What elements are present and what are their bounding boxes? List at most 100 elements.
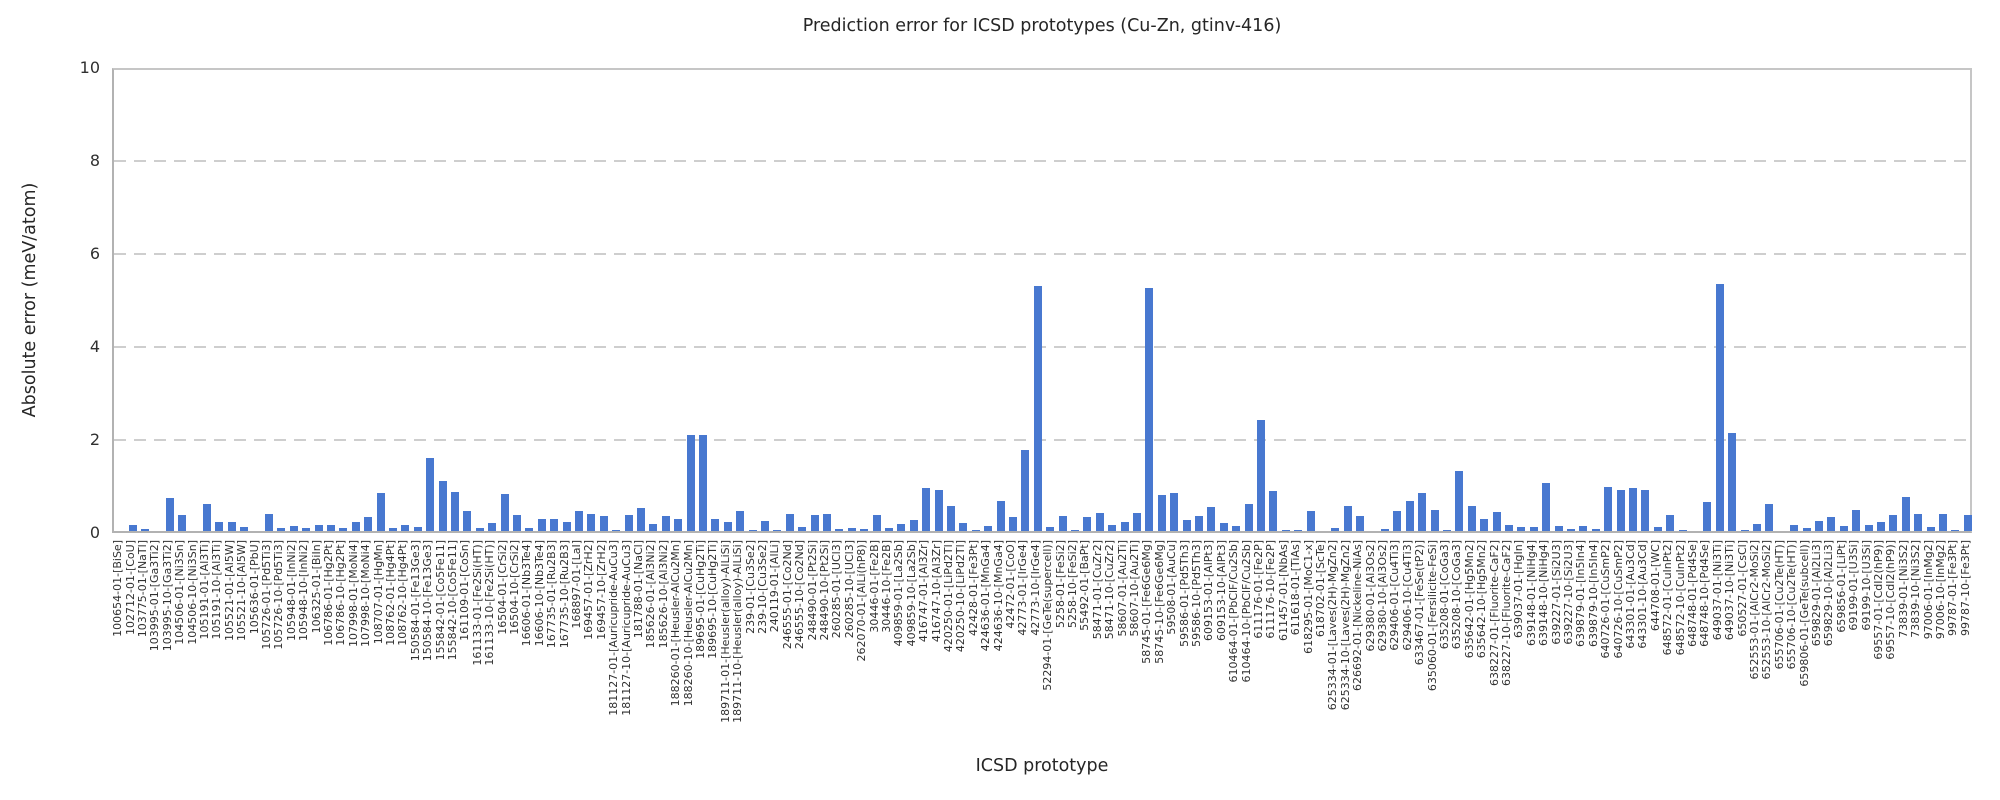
x-tick-label: 42773-01-[IrGe4] bbox=[1016, 540, 1030, 636]
x-tick-label: 105726-10-[Pd5Ti3] bbox=[272, 540, 286, 650]
x-tick-label: 635642-01-[Hg5Mn2] bbox=[1462, 540, 1476, 659]
x-tick-label: 640726-01-[CuSmP2] bbox=[1599, 540, 1613, 659]
bar bbox=[525, 527, 534, 531]
x-tick-label: 643301-10-[Au3Cd] bbox=[1636, 540, 1650, 649]
x-tick-label: 58745-01-[Fe6Ge6Mg] bbox=[1140, 540, 1154, 664]
bar bbox=[748, 530, 757, 531]
bar bbox=[934, 490, 943, 531]
bar bbox=[1814, 521, 1824, 531]
chart-title: Prediction error for ICSD prototypes (Cu… bbox=[802, 16, 1282, 36]
x-tick-label: 167735-10-[Ru2B3] bbox=[557, 540, 571, 649]
x-tick-label: 58745-10-[Fe6Ge6Mg] bbox=[1152, 540, 1166, 664]
gridline bbox=[114, 160, 1970, 162]
bar bbox=[1480, 518, 1489, 531]
x-tick-label: 105521-01-[Al5W] bbox=[222, 540, 236, 641]
y-tick-label: 8 bbox=[89, 151, 100, 170]
bar bbox=[1170, 492, 1179, 531]
x-tick-label: 105521-10-[Al5W] bbox=[235, 540, 249, 641]
x-tick-label: 103995-01-[Ga3Ti2] bbox=[148, 540, 162, 652]
bar bbox=[1281, 530, 1290, 531]
x-tick-label: 240119-01-[AlLi] bbox=[768, 540, 782, 633]
bar bbox=[922, 488, 931, 531]
x-tick-label: 655706-01-[Cu2Te(HT)] bbox=[1772, 540, 1786, 670]
x-tick-label: 161109-01-[CoSn] bbox=[458, 540, 472, 641]
x-tick-label: 155842-01-[Co5Fe11] bbox=[433, 540, 447, 661]
bar bbox=[1827, 516, 1836, 531]
bar bbox=[1864, 524, 1873, 531]
bar bbox=[140, 528, 150, 531]
bar bbox=[785, 513, 794, 531]
x-tick-label: 629380-01-[Al3Os2] bbox=[1363, 540, 1377, 652]
bar bbox=[587, 514, 596, 531]
x-tick-label: 609153-10-[AlPt3] bbox=[1214, 540, 1228, 642]
bar bbox=[1740, 530, 1749, 531]
bar bbox=[1430, 510, 1439, 531]
x-tick-label: 73839-10-[Ni3S2] bbox=[1909, 540, 1923, 638]
bar bbox=[1653, 526, 1662, 531]
x-tick-label: 655706-10-[Cu2Te(HT)] bbox=[1785, 540, 1799, 670]
bar bbox=[351, 521, 360, 531]
bar bbox=[426, 457, 435, 531]
x-tick-label: 611457-01-[NbAs] bbox=[1276, 540, 1290, 641]
bar bbox=[1380, 529, 1390, 531]
bar bbox=[475, 527, 484, 531]
x-tick-label: 103995-10-[Ga3Ti2] bbox=[160, 540, 174, 652]
x-tick-label: 73839-01-[Ni3S2] bbox=[1896, 540, 1910, 638]
bar bbox=[1492, 511, 1501, 531]
x-tick-label: 106325-01-[BiIn] bbox=[309, 540, 323, 634]
x-tick-label: 181127-10-[Auricupride-AuCu3] bbox=[619, 540, 633, 716]
x-tick-label: 633467-01-[FeSe(tP2)] bbox=[1413, 540, 1427, 666]
x-axis-label: ICSD prototype bbox=[975, 756, 1109, 776]
bar bbox=[488, 522, 497, 531]
bar bbox=[1591, 529, 1600, 531]
bar bbox=[1951, 530, 1960, 531]
bar bbox=[401, 524, 410, 531]
bar bbox=[773, 529, 782, 531]
bar bbox=[1604, 487, 1613, 531]
x-tick-label: 106786-10-[Hg2Pt] bbox=[334, 540, 348, 646]
y-tick-label: 2 bbox=[89, 430, 100, 449]
bar bbox=[240, 526, 249, 531]
x-tick-label: 639148-10-[NiHg4] bbox=[1537, 540, 1551, 647]
x-tick-label: 189711-10-[Heusler(alloy)-AlLiSi] bbox=[731, 540, 745, 723]
x-tick-label: 626692-01-[Nickeline-NiAs] bbox=[1351, 540, 1365, 691]
bar bbox=[1033, 286, 1042, 531]
bar bbox=[674, 518, 683, 531]
x-tick-label: 248490-01-[Pt2Si] bbox=[805, 540, 819, 641]
bar bbox=[1542, 482, 1551, 531]
bar bbox=[872, 514, 881, 531]
bar bbox=[1207, 507, 1216, 531]
bar bbox=[463, 511, 472, 531]
x-tick-label: 161133-10-[Fe2Si(HT)] bbox=[483, 540, 497, 666]
x-tick-label: 16606-10-[Nb3Te4] bbox=[532, 540, 546, 647]
x-tick-label: 639148-01-[NiHg4] bbox=[1524, 540, 1538, 647]
bar bbox=[1728, 433, 1737, 531]
bar bbox=[971, 530, 980, 531]
bar bbox=[1529, 526, 1538, 531]
bar bbox=[1343, 505, 1352, 531]
bar bbox=[1963, 515, 1972, 531]
bar bbox=[512, 515, 522, 531]
x-tick-label: 58607-01-[Au2Ti] bbox=[1115, 540, 1129, 637]
x-tick-label: 105948-01-[InNi2] bbox=[284, 540, 298, 642]
x-tick-label: 649037-01-[Ni3Ti] bbox=[1710, 540, 1724, 641]
bar bbox=[178, 515, 187, 531]
x-tick-label: 181127-01-[Auricupride-AuCu3] bbox=[607, 540, 621, 716]
x-tick-label: 16504-01-[CrSi2] bbox=[495, 540, 509, 635]
bar bbox=[946, 505, 956, 531]
x-tick-label: 610464-10-[PbClF/Cu2Sb] bbox=[1239, 540, 1253, 683]
x-tick-label: 108762-10-[Hg4Pt] bbox=[396, 540, 410, 646]
bar bbox=[1914, 514, 1923, 531]
x-tick-label: 648748-10-[Pd4Se] bbox=[1698, 540, 1712, 647]
bar bbox=[1517, 526, 1526, 531]
x-tick-label: 99787-10-[Fe3Pt] bbox=[1958, 540, 1972, 636]
x-tick-label: 188260-10-[Heusler-AlCu2Mn] bbox=[681, 540, 695, 707]
x-tick-label: 635642-10-[Hg5Mn2] bbox=[1475, 540, 1489, 659]
bar bbox=[1455, 470, 1464, 531]
bar bbox=[537, 519, 546, 531]
x-tick-label: 188260-01-[Heusler-AlCu2Mn] bbox=[669, 540, 683, 707]
y-tick-label: 0 bbox=[89, 523, 100, 542]
x-tick-label: 185626-01-[Al3Ni2] bbox=[644, 540, 658, 649]
bar bbox=[128, 525, 137, 531]
